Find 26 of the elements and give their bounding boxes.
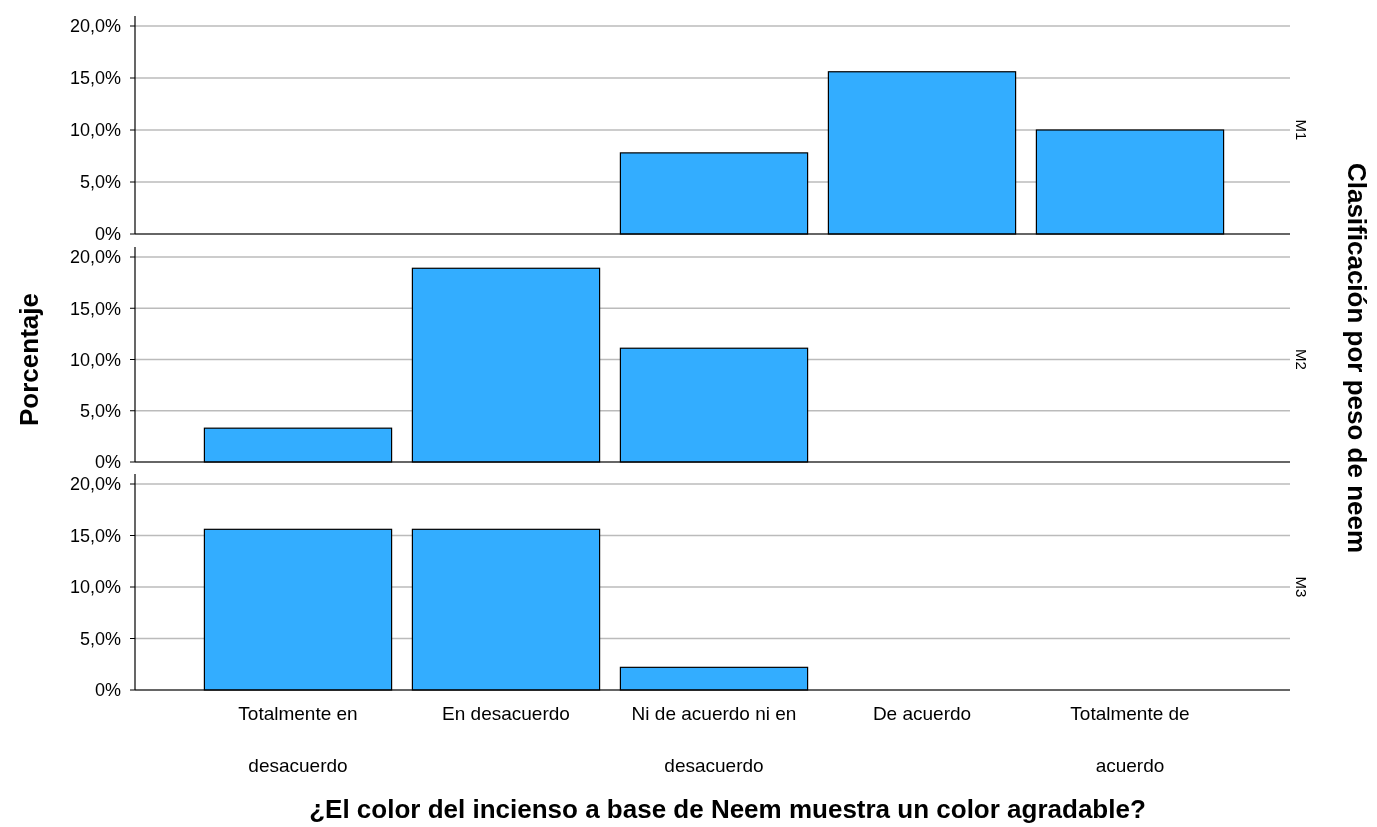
y-tick-label: 15,0% bbox=[69, 298, 121, 319]
category-label: Totalmente de acuerdo bbox=[1070, 703, 1190, 776]
text: M2 bbox=[1293, 349, 1310, 370]
category-label: Totalmente en desacuerdo bbox=[238, 703, 358, 776]
y-tick-label: 20,0% bbox=[69, 247, 121, 268]
y-tick-label: 10,0% bbox=[69, 349, 121, 370]
y-tick-label: 15,0% bbox=[69, 525, 121, 546]
y-tick-label: 5,0% bbox=[79, 628, 121, 649]
y-tick-label: 5,0% bbox=[79, 172, 121, 193]
y-tick-label: 0% bbox=[94, 224, 121, 245]
y-tick-label: 10,0% bbox=[69, 577, 121, 598]
text: M3 bbox=[1293, 576, 1310, 598]
y-tick-label: 10,0% bbox=[69, 120, 121, 141]
y-tick-label: 20,0% bbox=[69, 16, 121, 37]
y-tick-label: 0% bbox=[94, 452, 121, 473]
text: Clasificación por peso de neem bbox=[1342, 162, 1372, 554]
y-tick-label: 5,0% bbox=[79, 401, 121, 422]
x-axis-title: ¿El color del incienso a base de Neem muestra un color agradable? bbox=[309, 794, 1146, 824]
y-tick-label: 0% bbox=[94, 680, 121, 701]
category-label: Ni de acuerdo ni en desacuerdo bbox=[631, 703, 797, 776]
x-tick-label: De acuerdo bbox=[872, 703, 972, 724]
y-tick-label: 20,0% bbox=[69, 474, 121, 495]
text: M1 bbox=[1293, 119, 1310, 141]
y-axis-title: Porcentaje bbox=[14, 293, 44, 426]
x-tick-label: En desacuerdo bbox=[442, 703, 570, 724]
y-tick-label: 15,0% bbox=[69, 68, 121, 89]
